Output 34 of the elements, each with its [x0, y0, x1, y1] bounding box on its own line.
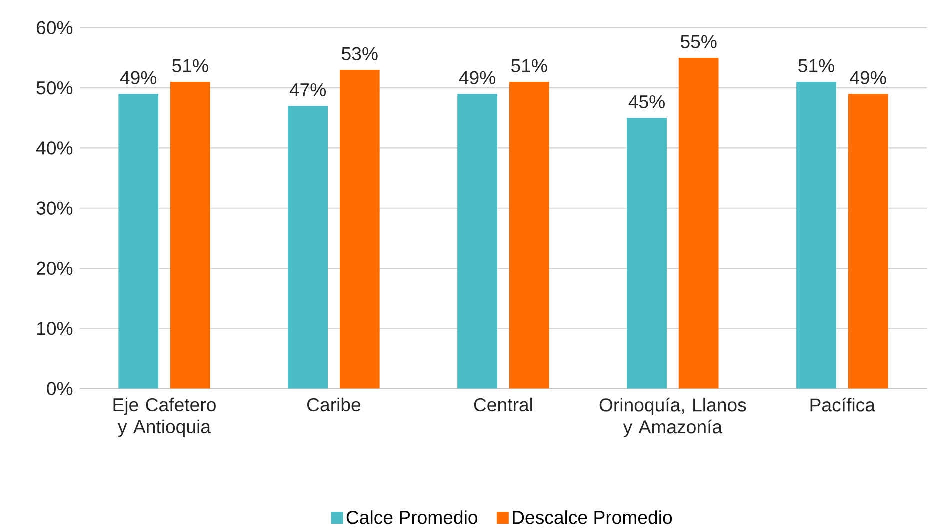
bar — [118, 94, 159, 389]
x-tick-label: Pacífica — [810, 398, 876, 412]
y-tick-label: 60% — [36, 21, 73, 34]
x-tick-label: Orinoquía, Llanos y Amazonía — [600, 398, 746, 438]
bar — [288, 106, 328, 389]
bar — [340, 70, 380, 389]
y-tick-label: 40% — [36, 141, 73, 155]
x-tick-label: Central — [474, 398, 532, 412]
y-tick-label: 50% — [36, 81, 73, 94]
data-label: 51% — [511, 59, 548, 72]
data-label: 55% — [680, 35, 717, 48]
y-tick-label: 20% — [36, 262, 73, 275]
legend-label: Descalce Promedio — [513, 510, 672, 524]
data-label: 51% — [172, 59, 208, 72]
y-tick-label: 0% — [47, 382, 73, 396]
bar — [678, 58, 719, 389]
y-tick-label: 30% — [36, 202, 73, 215]
data-label: 49% — [850, 71, 886, 84]
data-label: 51% — [798, 59, 834, 72]
data-label: 53% — [342, 47, 378, 60]
data-label: 49% — [459, 71, 496, 84]
bar — [848, 94, 888, 389]
bar — [170, 82, 210, 389]
bar — [796, 82, 836, 389]
data-label: 49% — [120, 71, 157, 84]
y-tick-label: 10% — [37, 322, 73, 336]
x-tick-label: Caribe — [308, 398, 361, 412]
data-label: 45% — [628, 95, 665, 108]
legend-label: Calce Promedio — [346, 510, 478, 524]
data-label: 47% — [290, 83, 326, 96]
bar — [509, 82, 550, 389]
x-tick-label: Eje Cafetero y Antioquia — [114, 398, 216, 438]
bar — [627, 118, 667, 389]
bar — [458, 94, 498, 389]
